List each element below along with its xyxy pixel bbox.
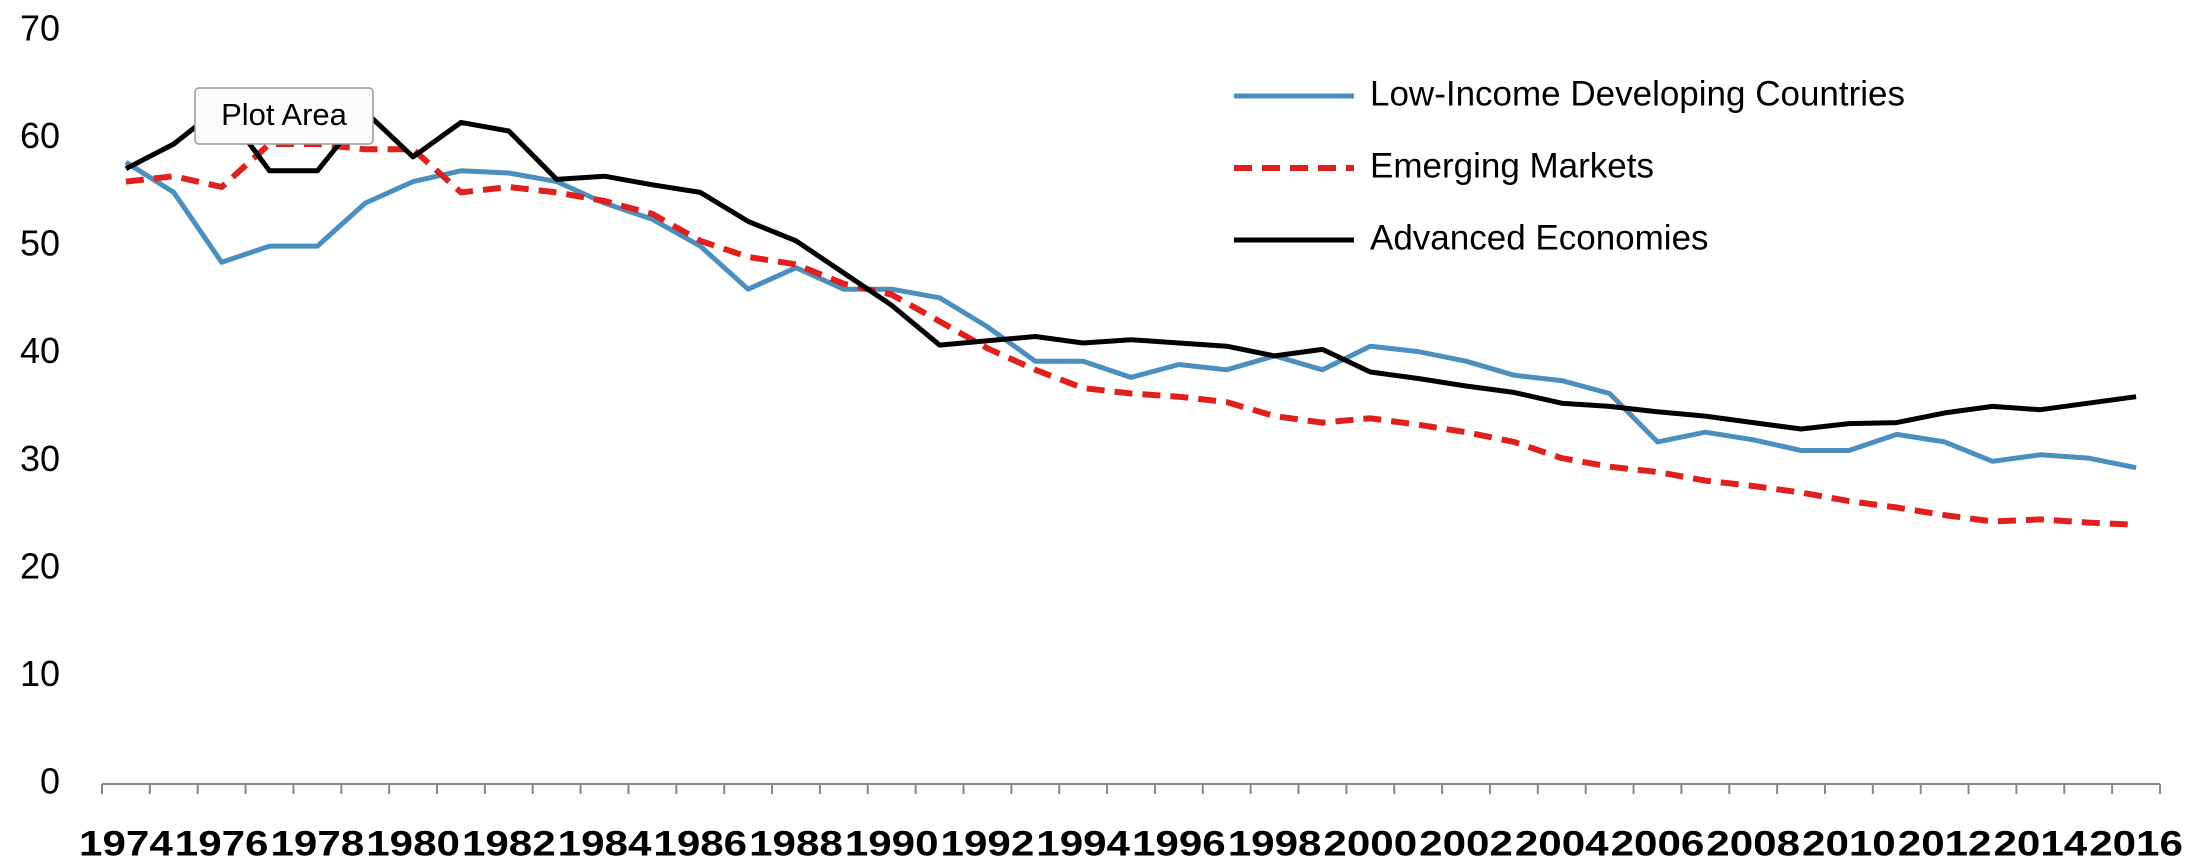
- legend-label: Advanced Economies: [1370, 218, 1709, 257]
- series-line: [125, 141, 2137, 528]
- x-tick-label: 2006: [1611, 824, 1705, 856]
- tooltip-text: Plot Area: [221, 97, 348, 132]
- x-tick-label: 1992: [941, 824, 1035, 856]
- x-tick-label: 1994: [1036, 824, 1130, 856]
- tooltip-box: [194, 87, 374, 145]
- series-line: [124, 103, 2137, 432]
- x-tick-label: 1978: [271, 824, 365, 856]
- legend-label: Emerging Markets: [1370, 146, 1654, 185]
- x-tick-label: 1990: [845, 824, 939, 856]
- x-tick-label: 1996: [1132, 824, 1226, 856]
- x-tick-label: 2002: [1419, 824, 1513, 856]
- x-tick-label: 2004: [1515, 824, 1609, 856]
- x-tick-label: 2016: [2089, 824, 2183, 856]
- y-tick-label: 50: [20, 223, 60, 264]
- y-tick-label: 40: [20, 330, 60, 371]
- tooltip: Plot Area: [194, 87, 374, 145]
- x-tick-label: 2014: [1993, 824, 2087, 856]
- x-tick-label: 2012: [1898, 824, 1992, 856]
- y-tick-label: 70: [20, 8, 60, 49]
- x-tick-label: 1976: [175, 824, 269, 856]
- y-tick-label: 0: [40, 761, 60, 802]
- x-tick-label: 2008: [1706, 824, 1800, 856]
- legend-label: Low-Income Developing Countries: [1370, 74, 1905, 113]
- x-tick-label: 1988: [749, 824, 843, 856]
- y-tick-label: 60: [20, 115, 60, 156]
- x-tick-label: 1984: [558, 824, 652, 856]
- x-tick-label: 2000: [1323, 824, 1417, 856]
- y-tick-label: 10: [20, 653, 60, 694]
- y-tick-label: 20: [20, 545, 60, 586]
- x-tick-label: 1986: [653, 824, 747, 856]
- series-line: [124, 160, 2137, 471]
- x-tick-label: 1998: [1228, 824, 1322, 856]
- x-tick-label: 1980: [366, 824, 460, 856]
- x-tick-label: 2010: [1802, 824, 1896, 856]
- x-tick-label: 1974: [79, 824, 173, 856]
- x-tick-label: 1982: [462, 824, 556, 856]
- y-tick-label: 30: [20, 438, 60, 479]
